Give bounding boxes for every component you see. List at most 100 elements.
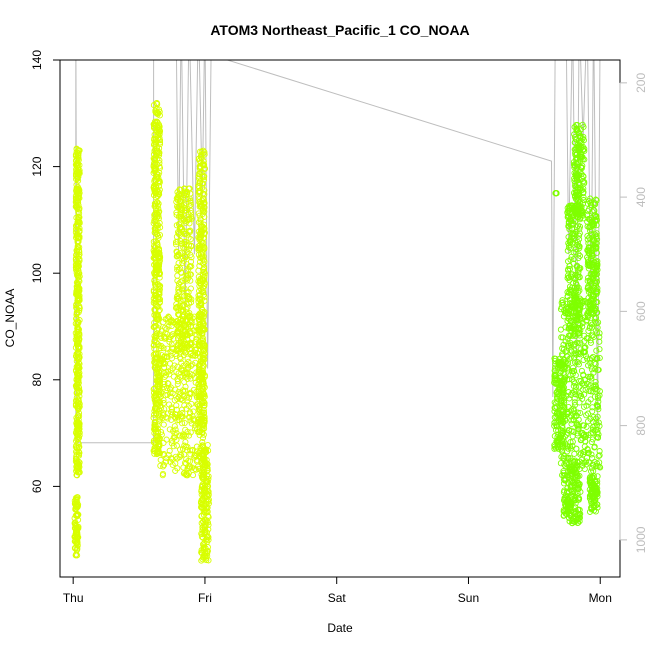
data-point [576, 332, 583, 339]
data-point [74, 159, 81, 167]
data-point [579, 156, 586, 163]
data-point [588, 484, 595, 491]
data-point [166, 426, 173, 433]
data-point [593, 232, 600, 239]
data-point [567, 239, 574, 246]
data-point [173, 233, 180, 240]
data-point [75, 511, 82, 518]
data-point [569, 443, 576, 450]
data-point [182, 253, 189, 260]
data-point [589, 253, 596, 260]
data-point [180, 388, 187, 395]
data-point [74, 300, 81, 307]
data-point [151, 281, 159, 288]
data-point [76, 432, 83, 439]
data-point [187, 207, 194, 214]
data-point [72, 538, 79, 545]
data-point [74, 273, 81, 280]
data-point [586, 479, 593, 486]
data-point [191, 452, 198, 459]
data-point [580, 137, 587, 144]
data-point [76, 227, 83, 234]
data-point [551, 443, 558, 450]
data-point [186, 195, 193, 202]
data-point [153, 292, 160, 299]
data-point [168, 318, 175, 325]
data-point [176, 305, 183, 312]
data-point [171, 423, 178, 430]
data-point [183, 405, 190, 412]
data-point [594, 236, 601, 243]
data-point [595, 406, 602, 413]
data-point [581, 448, 588, 456]
data-point [558, 368, 565, 375]
data-point [566, 265, 574, 272]
data-point [586, 387, 593, 395]
data-point [593, 355, 600, 363]
data-point [76, 449, 83, 456]
data-point [596, 354, 603, 362]
data-point [193, 332, 200, 339]
data-point [596, 330, 603, 337]
data-point [152, 140, 160, 148]
data-point [150, 163, 157, 170]
data-point [179, 316, 186, 323]
data-point [590, 461, 597, 468]
data-point [188, 322, 195, 330]
data-point [583, 316, 590, 324]
data-point [570, 159, 577, 166]
data-point [182, 432, 189, 439]
data-point [152, 391, 159, 398]
data-point [201, 199, 208, 206]
data-point [73, 465, 80, 472]
data-point [557, 418, 564, 425]
data-point [592, 378, 599, 386]
data-point [557, 427, 564, 434]
x-tick-label: Sun [458, 591, 479, 605]
data-point [76, 459, 83, 466]
data-point [589, 388, 596, 395]
data-point [199, 475, 206, 482]
data-point [201, 530, 209, 537]
data-point [155, 315, 163, 322]
data-point [73, 247, 80, 254]
data-point [155, 448, 162, 455]
data-point [569, 389, 576, 396]
data-point [198, 496, 205, 503]
data-point [154, 370, 161, 377]
data-point [181, 451, 188, 458]
data-point [576, 245, 583, 252]
data-point [161, 380, 168, 387]
data-point [76, 345, 83, 352]
data-point [154, 149, 161, 156]
data-point [196, 394, 203, 401]
series-2 [551, 121, 604, 527]
data-point [181, 323, 188, 330]
data-point [183, 370, 190, 377]
data-point [575, 423, 582, 430]
data-point [575, 425, 582, 432]
data-point [590, 473, 598, 480]
data-point [165, 380, 172, 387]
data-point [181, 469, 188, 476]
data-point [163, 458, 170, 465]
data-point [151, 121, 158, 128]
data-point [159, 356, 167, 363]
data-point [565, 203, 573, 210]
data-point [555, 380, 562, 387]
data-point [571, 146, 578, 153]
data-point [579, 380, 586, 387]
data-point [593, 268, 600, 275]
data-point [156, 257, 163, 264]
data-point [562, 440, 569, 447]
data-point [188, 243, 195, 250]
data-point [174, 264, 181, 271]
data-point [559, 297, 566, 304]
data-point [569, 225, 576, 232]
data-point [593, 419, 600, 426]
data-point [203, 475, 210, 482]
data-point [161, 373, 168, 381]
data-point [560, 345, 568, 353]
data-point [189, 472, 197, 479]
data-point [151, 255, 158, 262]
